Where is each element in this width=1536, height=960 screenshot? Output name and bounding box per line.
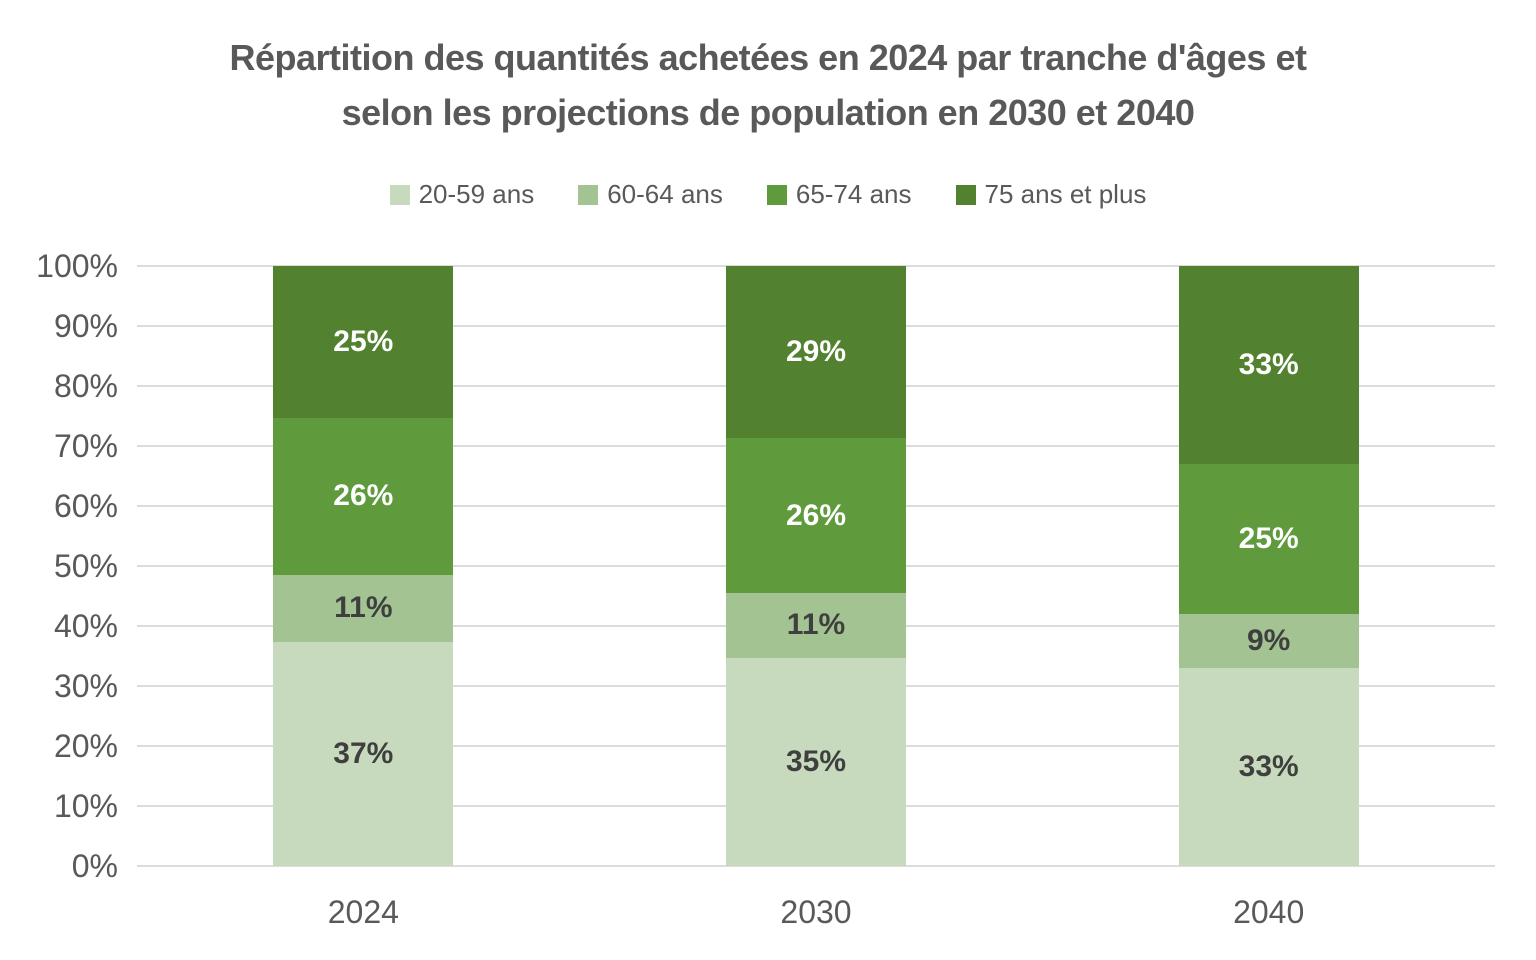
chart-title-line1: Répartition des quantités achetées en 20…	[229, 37, 1307, 78]
legend-item-3: 65-74 ans	[766, 179, 912, 210]
data-label: 11%	[786, 608, 846, 642]
data-label: 33%	[1238, 348, 1299, 381]
x-axis-tick-label: 2030	[780, 894, 852, 930]
data-label: 33%	[1238, 750, 1299, 783]
x-axis-labels: 2024 2030 2040	[137, 894, 1495, 931]
category-slot-2024: 37% 11% 26% 25%	[137, 266, 590, 866]
bar-segment: 37%	[273, 641, 454, 866]
bar-segment: 25%	[273, 266, 454, 418]
y-axis-tick-label: 20%	[53, 728, 118, 764]
data-label: 37%	[333, 736, 394, 770]
legend-item-1: 20-59 ans	[389, 179, 535, 210]
category-slot-2040: 33% 9% 25% 33%	[1042, 266, 1495, 866]
bars: 37% 11% 26% 25% 35% 11% 26% 29% 33% 9% 25% 33%	[137, 266, 1495, 866]
legend-item-2: 60-64 ans	[578, 179, 723, 210]
data-label: 11%	[334, 591, 393, 625]
legend-swatch-icon	[578, 184, 599, 205]
legend-label: 20-59 ans	[418, 179, 535, 209]
stacked-bar-2040: 33% 9% 25% 33%	[1178, 266, 1359, 866]
stacked-bar-2030: 35% 11% 26% 29%	[726, 266, 906, 866]
bar-segment: 11%	[273, 575, 454, 642]
y-axis-tick-label: 100%	[36, 248, 118, 284]
legend-label: 65-74 ans	[795, 179, 912, 209]
data-label: 29%	[785, 335, 847, 369]
x-axis-tick-label: 2040	[1233, 894, 1305, 930]
bar-segment: 33%	[1178, 668, 1359, 866]
bar-segment: 33%	[1178, 266, 1359, 464]
data-label: 26%	[333, 479, 394, 513]
plot-area: 37% 11% 26% 25% 35% 11% 26% 29% 33% 9% 25% 33%	[137, 265, 1495, 867]
stacked-bar-2024: 37% 11% 26% 25%	[273, 266, 454, 866]
y-axis-labels: 0% 10% 20% 30% 40% 50% 60% 70% 80% 90% 100%	[0, 250, 118, 882]
y-axis-tick-label: 60%	[53, 488, 118, 524]
bar-segment: 26%	[726, 438, 906, 593]
bar-segment: 11%	[726, 592, 906, 659]
gridline	[137, 865, 1495, 867]
chart-title: Répartition des quantités achetées en 20…	[0, 30, 1536, 140]
y-axis-tick-label: 30%	[53, 668, 118, 704]
y-axis-tick-label: 10%	[53, 788, 118, 824]
legend-item-4: 75 ans et plus	[955, 179, 1147, 210]
data-label: 25%	[333, 324, 394, 358]
bar-segment: 35%	[726, 658, 906, 866]
legend-label: 75 ans et plus	[984, 179, 1147, 209]
bar-segment: 29%	[726, 266, 906, 439]
data-label: 26%	[785, 498, 847, 532]
bar-segment: 9%	[1178, 614, 1359, 668]
bar-segment: 26%	[273, 417, 454, 576]
y-axis-tick-label: 0%	[71, 848, 118, 884]
data-label: 25%	[1238, 522, 1299, 555]
y-axis-tick-label: 70%	[53, 428, 118, 464]
bar-segment: 25%	[1178, 464, 1359, 614]
x-axis-tick-label: 2024	[327, 894, 399, 930]
gridline	[137, 265, 1495, 267]
legend-label: 60-64 ans	[607, 179, 723, 209]
data-label: 9%	[1246, 624, 1291, 657]
y-axis-tick-label: 50%	[53, 548, 118, 584]
legend-swatch-icon	[766, 184, 787, 205]
category-slot-2030: 35% 11% 26% 29%	[590, 266, 1043, 866]
y-axis-tick-label: 40%	[53, 608, 118, 644]
data-label: 35%	[785, 745, 847, 779]
legend: 20-59 ans 60-64 ans 65-74 ans 75 ans et plu…	[0, 179, 1536, 210]
chart-title-line2: selon les projections de population en 2…	[341, 92, 1195, 133]
legend-swatch-icon	[955, 184, 976, 205]
y-axis-tick-label: 90%	[53, 308, 118, 344]
y-axis-tick-label: 80%	[53, 368, 118, 404]
legend-swatch-icon	[389, 184, 410, 205]
